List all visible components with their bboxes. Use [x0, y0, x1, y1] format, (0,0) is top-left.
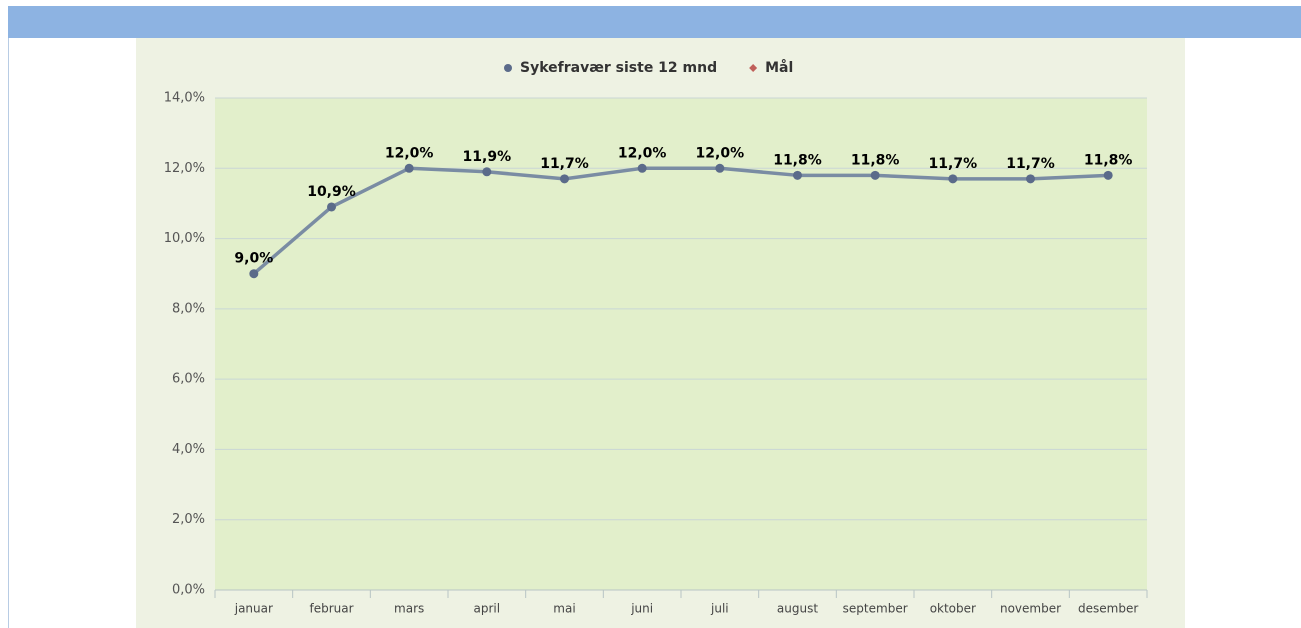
data-label: 11,7% — [1006, 156, 1055, 172]
x-tick-label: juli — [710, 602, 729, 616]
y-tick-label: 14,0% — [164, 91, 205, 106]
series-line — [252, 166, 1109, 276]
point — [637, 163, 647, 173]
data-label: 11,7% — [929, 156, 978, 172]
data-label: 12,0% — [385, 145, 434, 161]
point — [1026, 174, 1035, 184]
data-label: 9,0% — [234, 251, 273, 267]
data-label: 11,7% — [540, 156, 589, 172]
x-tick-label: desember — [1078, 602, 1138, 616]
x-tick-label: mai — [553, 602, 575, 616]
legend-marker — [749, 64, 758, 72]
y-tick-label: 6,0% — [172, 372, 205, 387]
y-tick-label: 4,0% — [172, 442, 205, 457]
y-tick-label: 2,0% — [172, 512, 205, 527]
x-tick-label: august — [777, 602, 818, 616]
point — [249, 269, 259, 279]
header-bar — [8, 6, 1301, 38]
data-label: 12,0% — [696, 145, 745, 161]
data-label: 11,8% — [773, 152, 822, 168]
data-label: 11,8% — [1084, 152, 1133, 168]
data-label: 11,8% — [851, 152, 900, 168]
data-label: 11,9% — [463, 149, 512, 165]
x-tick-label: februar — [309, 602, 353, 616]
point — [560, 174, 569, 184]
x-tick-label: mars — [394, 602, 424, 616]
x-tick-label: januar — [234, 602, 273, 616]
y-tick-label: 8,0% — [172, 301, 205, 316]
x-tick-label: oktober — [930, 602, 976, 616]
point — [327, 202, 336, 212]
y-tick-label: 12,0% — [164, 161, 205, 176]
point — [870, 170, 880, 180]
y-tick-label: 10,0% — [164, 231, 205, 246]
data-label: 12,0% — [618, 145, 667, 161]
point — [482, 167, 492, 177]
point — [793, 170, 802, 180]
y-tick-label: 0,0% — [172, 583, 205, 598]
x-tick-label: september — [843, 602, 908, 616]
point — [1103, 170, 1113, 180]
legend-marker — [504, 64, 512, 72]
x-tick-label: april — [474, 602, 501, 616]
point — [715, 163, 725, 173]
legend-label: Sykefravær siste 12 mnd — [520, 60, 717, 76]
point — [948, 174, 958, 184]
data-label: 10,9% — [307, 184, 356, 200]
x-tick-label: juni — [630, 602, 653, 616]
point — [404, 163, 414, 173]
x-tick-label: november — [1000, 602, 1061, 616]
legend-label: Mål — [765, 59, 793, 76]
